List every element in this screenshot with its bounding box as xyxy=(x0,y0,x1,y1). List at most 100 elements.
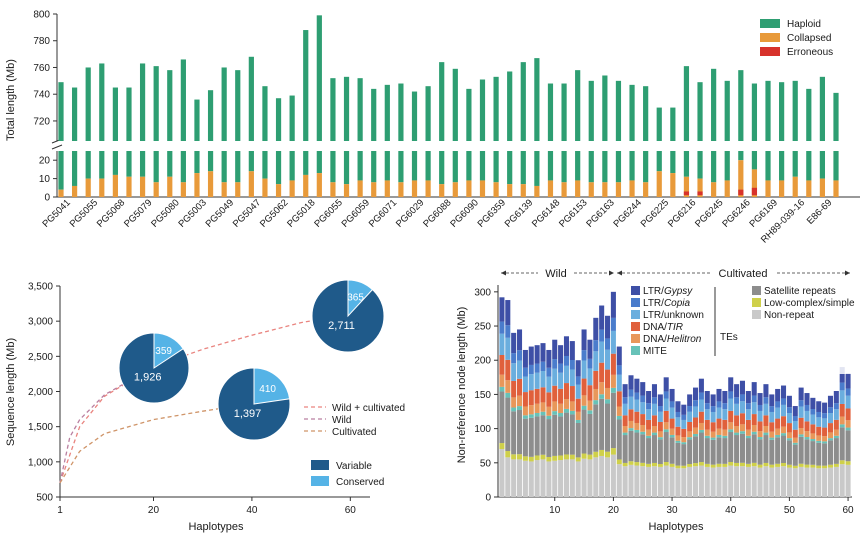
bar-segment-ltr-copia xyxy=(757,404,763,411)
bar-segment-non-repeat xyxy=(663,465,669,497)
bar-haploid-upper xyxy=(180,59,186,141)
legend-swatch-mite xyxy=(631,346,640,355)
bar-segment-mite xyxy=(511,407,517,412)
bar-segment-ltr-copia xyxy=(722,403,728,410)
bar-segment-low-complex xyxy=(710,464,716,468)
bar-segment-ltr-gypsy xyxy=(622,384,628,398)
y-tick-label-lower: 10 xyxy=(39,174,51,185)
bar-segment-dna-helitron xyxy=(816,435,822,441)
x-tick-label-accession: PG6245 xyxy=(693,197,725,229)
bar-segment-ltr-gypsy xyxy=(681,404,687,415)
bar-haploid-lower xyxy=(547,151,554,181)
bar-segment-non-repeat xyxy=(628,464,634,497)
bar-haploid-upper xyxy=(139,63,146,141)
bar-collapsed xyxy=(819,178,826,197)
bar-segment-ltr-gypsy xyxy=(581,329,587,351)
bar-haploid-upper xyxy=(235,70,241,141)
bar-haploid-upper xyxy=(153,66,159,141)
bar-segment-non-repeat xyxy=(534,460,540,497)
bar-segment-dna-helitron xyxy=(698,422,704,430)
bar-segment-ltr-copia xyxy=(546,367,552,377)
x-tick-label-accession: PG6139 xyxy=(503,197,535,229)
bar-haploid-upper xyxy=(371,88,377,141)
bar-segment-mite xyxy=(563,408,569,413)
bar-segment-ltr-gypsy xyxy=(722,391,728,404)
bar-haploid-lower xyxy=(602,151,608,183)
bar-haploid-lower xyxy=(71,151,78,186)
bar-segment-ltr-gypsy xyxy=(528,346,534,365)
bar-segment-non-repeat xyxy=(605,457,611,497)
bar-segment-ltr-unknown xyxy=(522,376,528,393)
bar-collapsed xyxy=(615,182,622,197)
bar-haploid-upper xyxy=(248,56,254,141)
bar-segment-dna-tir xyxy=(786,423,792,433)
legend-label-variable: Variable xyxy=(336,461,372,472)
x-axis-label-haplotypes-c: Haplotypes xyxy=(648,521,704,533)
bar-segment-ltr-gypsy xyxy=(804,393,810,405)
bar-segment-dna-helitron xyxy=(540,402,546,412)
bar-segment-ltr-unknown xyxy=(599,341,605,363)
bar-segment-low-complex xyxy=(657,464,663,467)
bar-haploid-lower xyxy=(316,151,322,174)
bar-segment-ltr-unknown xyxy=(681,419,687,429)
bar-segment-dna-tir xyxy=(605,369,611,388)
legend-swatch-variable xyxy=(311,460,329,470)
bar-haploid-upper xyxy=(439,62,445,142)
bar-segment-ltr-gypsy xyxy=(651,384,657,398)
bar-segment-dna-helitron xyxy=(651,426,657,433)
bar-segment-ltr-copia xyxy=(675,411,681,418)
x-tick-label-accession: PG6059 xyxy=(340,197,372,229)
bar-collapsed xyxy=(629,180,635,197)
bar-segment-dna-helitron xyxy=(646,429,652,436)
bar-segment-mite xyxy=(716,434,722,438)
bar-segment-ltr-copia xyxy=(657,406,663,412)
y-tick-label-upper: 780 xyxy=(33,36,50,47)
bar-segment-satellite xyxy=(786,440,792,465)
legend-panel-c: LTR/Gypsy LTR/Copia LTR/unknown DNA/TIR … xyxy=(628,284,855,374)
legend-swatch-non-repeat xyxy=(752,310,761,319)
bar-segment-dna-tir xyxy=(845,408,851,421)
bar-segment-ltr-unknown xyxy=(540,371,546,388)
bar-haploid-lower xyxy=(425,151,431,181)
bar-segment-ltr-unknown xyxy=(563,365,569,384)
bar-segment-ltr-gypsy xyxy=(751,382,757,396)
bar-segment-ltr-unknown xyxy=(511,363,517,381)
bar-collapsed xyxy=(833,180,839,197)
y-tick-label: 250 xyxy=(474,322,491,333)
bar-haploid-lower xyxy=(833,151,839,181)
group-label-cultivated: Cultivated xyxy=(719,268,768,280)
bar-haploid-lower xyxy=(398,151,404,183)
bar-segment-dna-helitron xyxy=(528,405,534,415)
bar-segment-non-repeat xyxy=(599,455,605,497)
bar-segment-ltr-copia xyxy=(605,338,611,350)
bar-segment-ltr-unknown xyxy=(593,351,599,371)
bar-haploid-lower xyxy=(343,151,350,185)
bar-segment-ltr-copia xyxy=(710,406,716,412)
y-tick-label: 150 xyxy=(474,390,491,401)
bar-segment-ltr-unknown xyxy=(517,360,523,379)
bar-segment-satellite xyxy=(628,430,634,462)
bar-collapsed xyxy=(724,180,730,197)
y-tick-label: 1,000 xyxy=(28,457,53,468)
bar-segment-low-complex xyxy=(593,451,599,458)
bar-segment-ltr-copia xyxy=(763,397,769,404)
bar-segment-ltr-copia xyxy=(792,416,798,421)
bar-segment-mite xyxy=(810,438,816,442)
bar-collapsed xyxy=(262,178,268,197)
bar-segment-satellite xyxy=(757,439,763,465)
bar-haploid-upper xyxy=(493,76,499,141)
bar-haploid-upper xyxy=(99,63,105,141)
bar-segment-ltr-gypsy xyxy=(569,341,575,361)
bar-segment-dna-tir xyxy=(757,421,763,432)
bar-segment-dna-helitron xyxy=(675,435,681,441)
bar-segment-low-complex xyxy=(634,462,640,466)
bar-segment-non-repeat xyxy=(651,466,657,497)
bar-haploid-lower xyxy=(357,151,363,181)
legend-label-ltr-copia: LTR/Copia xyxy=(643,298,691,309)
bar-segment-non-repeat xyxy=(511,459,517,497)
bar-segment-dna-tir xyxy=(563,383,569,400)
bar-collapsed xyxy=(316,173,322,197)
x-tick-label: 40 xyxy=(725,505,737,516)
bar-segment-dna-helitron xyxy=(628,420,634,429)
